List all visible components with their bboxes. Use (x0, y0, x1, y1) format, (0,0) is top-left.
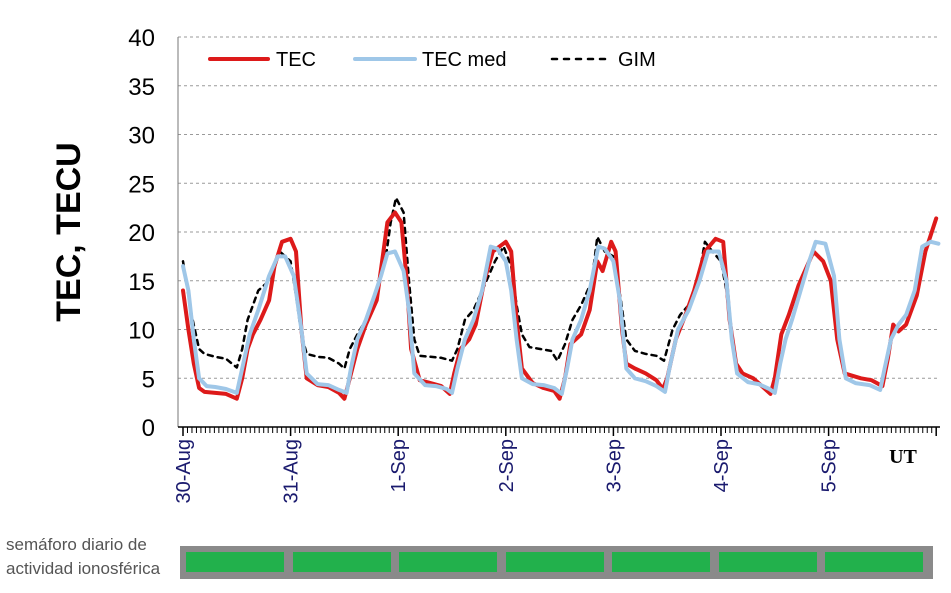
semaforo-day-cell (292, 552, 391, 572)
y-axis-label: TEC, TECU (50, 142, 88, 321)
y-tick-label: 30 (128, 123, 155, 150)
x-tick-label: 3-Sep (603, 439, 625, 492)
x-tick-label: 30-Aug (173, 439, 195, 504)
tec-chart: 0 5 10 15 20 25 30 35 40 30-Aug 31-Aug 1-Sep 2-Sep 3-… (50, 25, 941, 504)
series-line-tec-med (181, 239, 941, 396)
y-tick-label: 15 (128, 269, 155, 296)
y-tick-label: 20 (128, 220, 155, 247)
semaforo-day-cell (186, 552, 284, 572)
semaforo-day-cell (825, 552, 923, 572)
semaforo-day-cell (399, 552, 497, 572)
legend: TEC TEC med GIM (208, 49, 656, 71)
y-tick-label: 10 (128, 318, 155, 345)
x-tick-label: 5-Sep (819, 439, 841, 492)
semaforo-bar (180, 546, 933, 579)
gridlines (178, 36, 940, 379)
x-tick-label: 2-Sep (496, 439, 518, 492)
y-tick-label: 5 (142, 366, 155, 393)
semaforo-label-line2: actividad ionosférica (6, 559, 161, 578)
semaforo-day-cell (505, 552, 604, 572)
x-tick-label: 31-Aug (281, 439, 303, 504)
y-tick-label: 40 (128, 25, 155, 52)
x-tick-label: 4-Sep (711, 439, 733, 492)
x-tick-label: 1-Sep (388, 439, 410, 492)
semaforo-label-line1: semáforo diario de (6, 535, 147, 554)
x-axis-label: UT (889, 446, 917, 468)
semaforo-day-cell (718, 552, 817, 572)
semaforo-day-cell (612, 552, 710, 572)
series-lines (181, 196, 941, 401)
y-tick-label: 0 (142, 415, 155, 442)
y-tick-label: 25 (128, 171, 155, 198)
legend-label-tec: TEC (276, 49, 316, 71)
axes: 0 5 10 15 20 25 30 35 40 30-Aug 31-Aug 1-Sep 2-Sep 3-… (128, 25, 940, 504)
legend-label-gim: GIM (618, 49, 656, 71)
series-line-tec (181, 210, 939, 401)
y-tick-label: 35 (128, 74, 155, 101)
legend-label-tec-med: TEC med (422, 49, 506, 71)
